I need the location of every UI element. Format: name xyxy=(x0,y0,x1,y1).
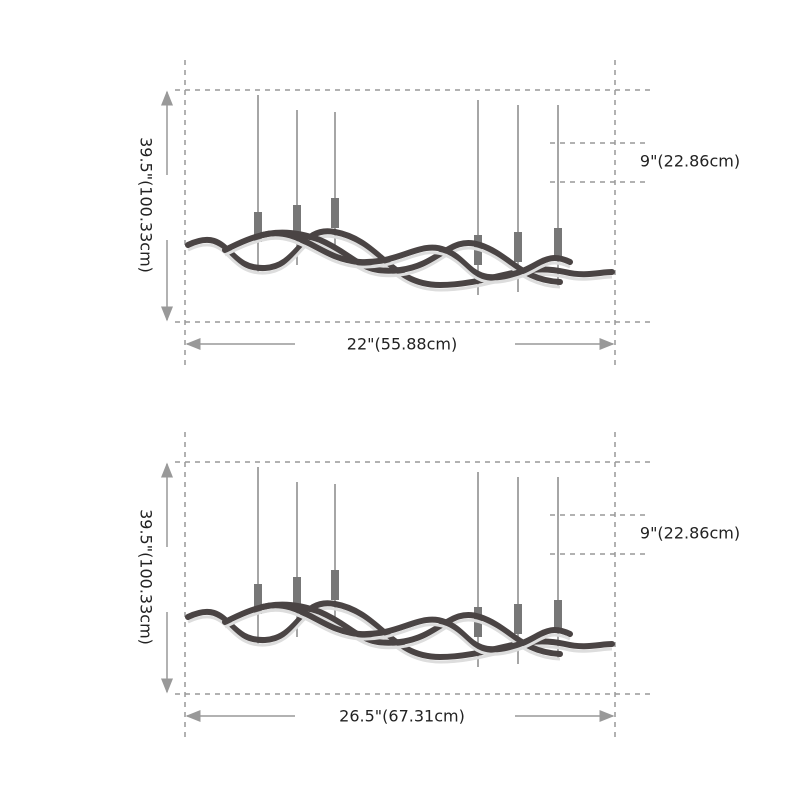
panel: 39.5"(100.33cm) 22"(55.88cm) 9"(22.86cm) xyxy=(137,60,740,368)
drop-label: 9"(22.86cm) xyxy=(640,524,740,543)
canopy xyxy=(293,205,301,235)
height-label: 39.5"(100.33cm) xyxy=(137,137,156,273)
canopy xyxy=(514,604,522,634)
canopy xyxy=(254,212,262,242)
light-bar-glow xyxy=(261,608,571,656)
canopy xyxy=(331,198,339,228)
light-bar-glow xyxy=(261,236,571,284)
canopy xyxy=(554,600,562,630)
light-bar-glow xyxy=(187,606,613,664)
width-label: 26.5"(67.31cm) xyxy=(339,707,465,726)
canopy xyxy=(514,232,522,262)
canopy xyxy=(554,228,562,258)
drop-label: 9"(22.86cm) xyxy=(640,152,740,171)
height-label: 39.5"(100.33cm) xyxy=(137,509,156,645)
panel: 39.5"(100.33cm) 26.5"(67.31cm) 9"(22.86cm) xyxy=(137,432,740,740)
canopy xyxy=(331,570,339,600)
canopy xyxy=(293,577,301,607)
light-bar xyxy=(185,228,615,289)
light-bar-glow xyxy=(187,234,613,292)
canopy xyxy=(254,584,262,614)
width-label: 22"(55.88cm) xyxy=(347,335,457,354)
light-bar xyxy=(185,600,615,661)
light-bar xyxy=(259,230,573,281)
light-bar xyxy=(259,602,573,653)
